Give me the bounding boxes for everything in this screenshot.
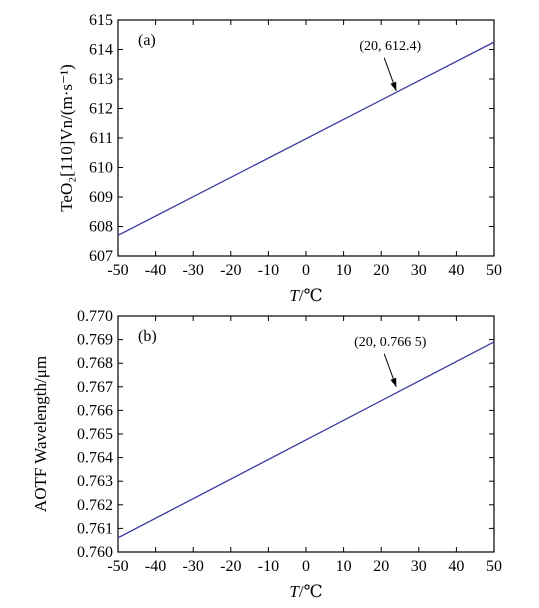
y-tick-label: 0.765 [77,426,113,443]
y-tick-label: 608 [89,219,113,236]
y-tick-label: 0.769 [77,332,113,349]
y-tick-label: 0.761 [77,520,113,537]
x-tick-label: -20 [220,262,241,279]
y-tick-label: 0.763 [77,473,113,490]
y-tick-label: 612 [89,101,113,118]
x-axis-label-unit: /℃ [299,286,323,305]
y-tick-label: 607 [89,248,113,265]
x-tick-label: 50 [486,558,502,575]
x-tick-label: -30 [183,558,204,575]
annotation-arrowhead [390,377,397,387]
series-line [117,41,495,236]
y-tick-label: 614 [89,42,113,59]
annotation-label: (20, 0.766 5) [354,335,427,350]
plot-frame [117,315,495,553]
y-tick-label: 613 [89,71,113,88]
x-tick-label: 10 [336,262,352,279]
x-tick-label: 0 [302,558,310,575]
y-tick-label: 0.768 [77,355,113,372]
x-axis-label-variable: T [289,286,300,305]
y-axis-label: TeO₂[110]Vn/(m·s⁻¹) [57,64,76,212]
x-axis-label-variable: T [289,582,300,601]
annotation-arrowhead [390,81,397,91]
y-tick-label: 615 [89,12,113,29]
x-tick-label: -50 [107,262,128,279]
y-tick-label: 0.766 [77,402,113,419]
x-tick-label: 10 [336,558,352,575]
plot-frame [117,19,495,257]
y-tick-label: 0.764 [77,450,113,467]
panel-a: -50 -40 -30 -20 -10 0 10 20 30 40 50 607 608 609 610 61… [57,12,502,305]
panel-b: -50 -40 -30 -20 -10 0 10 20 30 40 50 0.760 0.761 0.76… [31,308,502,601]
y-axis-label: AOTF Wavelength/μm [31,356,50,512]
y-tick-label: 611 [90,130,113,147]
series-line [117,341,495,539]
annotation-label: (20, 612.4) [359,39,421,54]
x-tick-label: -50 [107,558,128,575]
x-tick-label: -40 [145,262,166,279]
x-tick-label: 40 [448,262,464,279]
x-tick-label: 30 [411,262,427,279]
x-tick-label: 0 [302,262,310,279]
x-tick-label: 20 [373,262,389,279]
x-tick-label: -40 [145,558,166,575]
x-axis-label: T/℃ [289,582,322,601]
x-tick-label: -10 [258,558,279,575]
y-tick-label: 0.767 [77,379,113,396]
x-tick-label: -10 [258,262,279,279]
y-tick-label: 610 [89,160,113,177]
x-tick-label: 50 [486,262,502,279]
y-tick-label: 0.770 [77,308,113,325]
panel-label: (a) [138,32,156,49]
y-tick-label: 0.760 [77,544,113,561]
x-tick-label: 40 [448,558,464,575]
x-tick-label: 20 [373,558,389,575]
y-tick-label: 609 [89,189,113,206]
x-axis-label: T/℃ [289,286,322,305]
y-tick-label: 0.762 [77,497,113,514]
x-axis-label-unit: /℃ [299,582,323,601]
panel-label: (b) [138,328,157,345]
x-tick-label: -30 [183,262,204,279]
x-tick-label: 30 [411,558,427,575]
x-tick-label: -20 [220,558,241,575]
